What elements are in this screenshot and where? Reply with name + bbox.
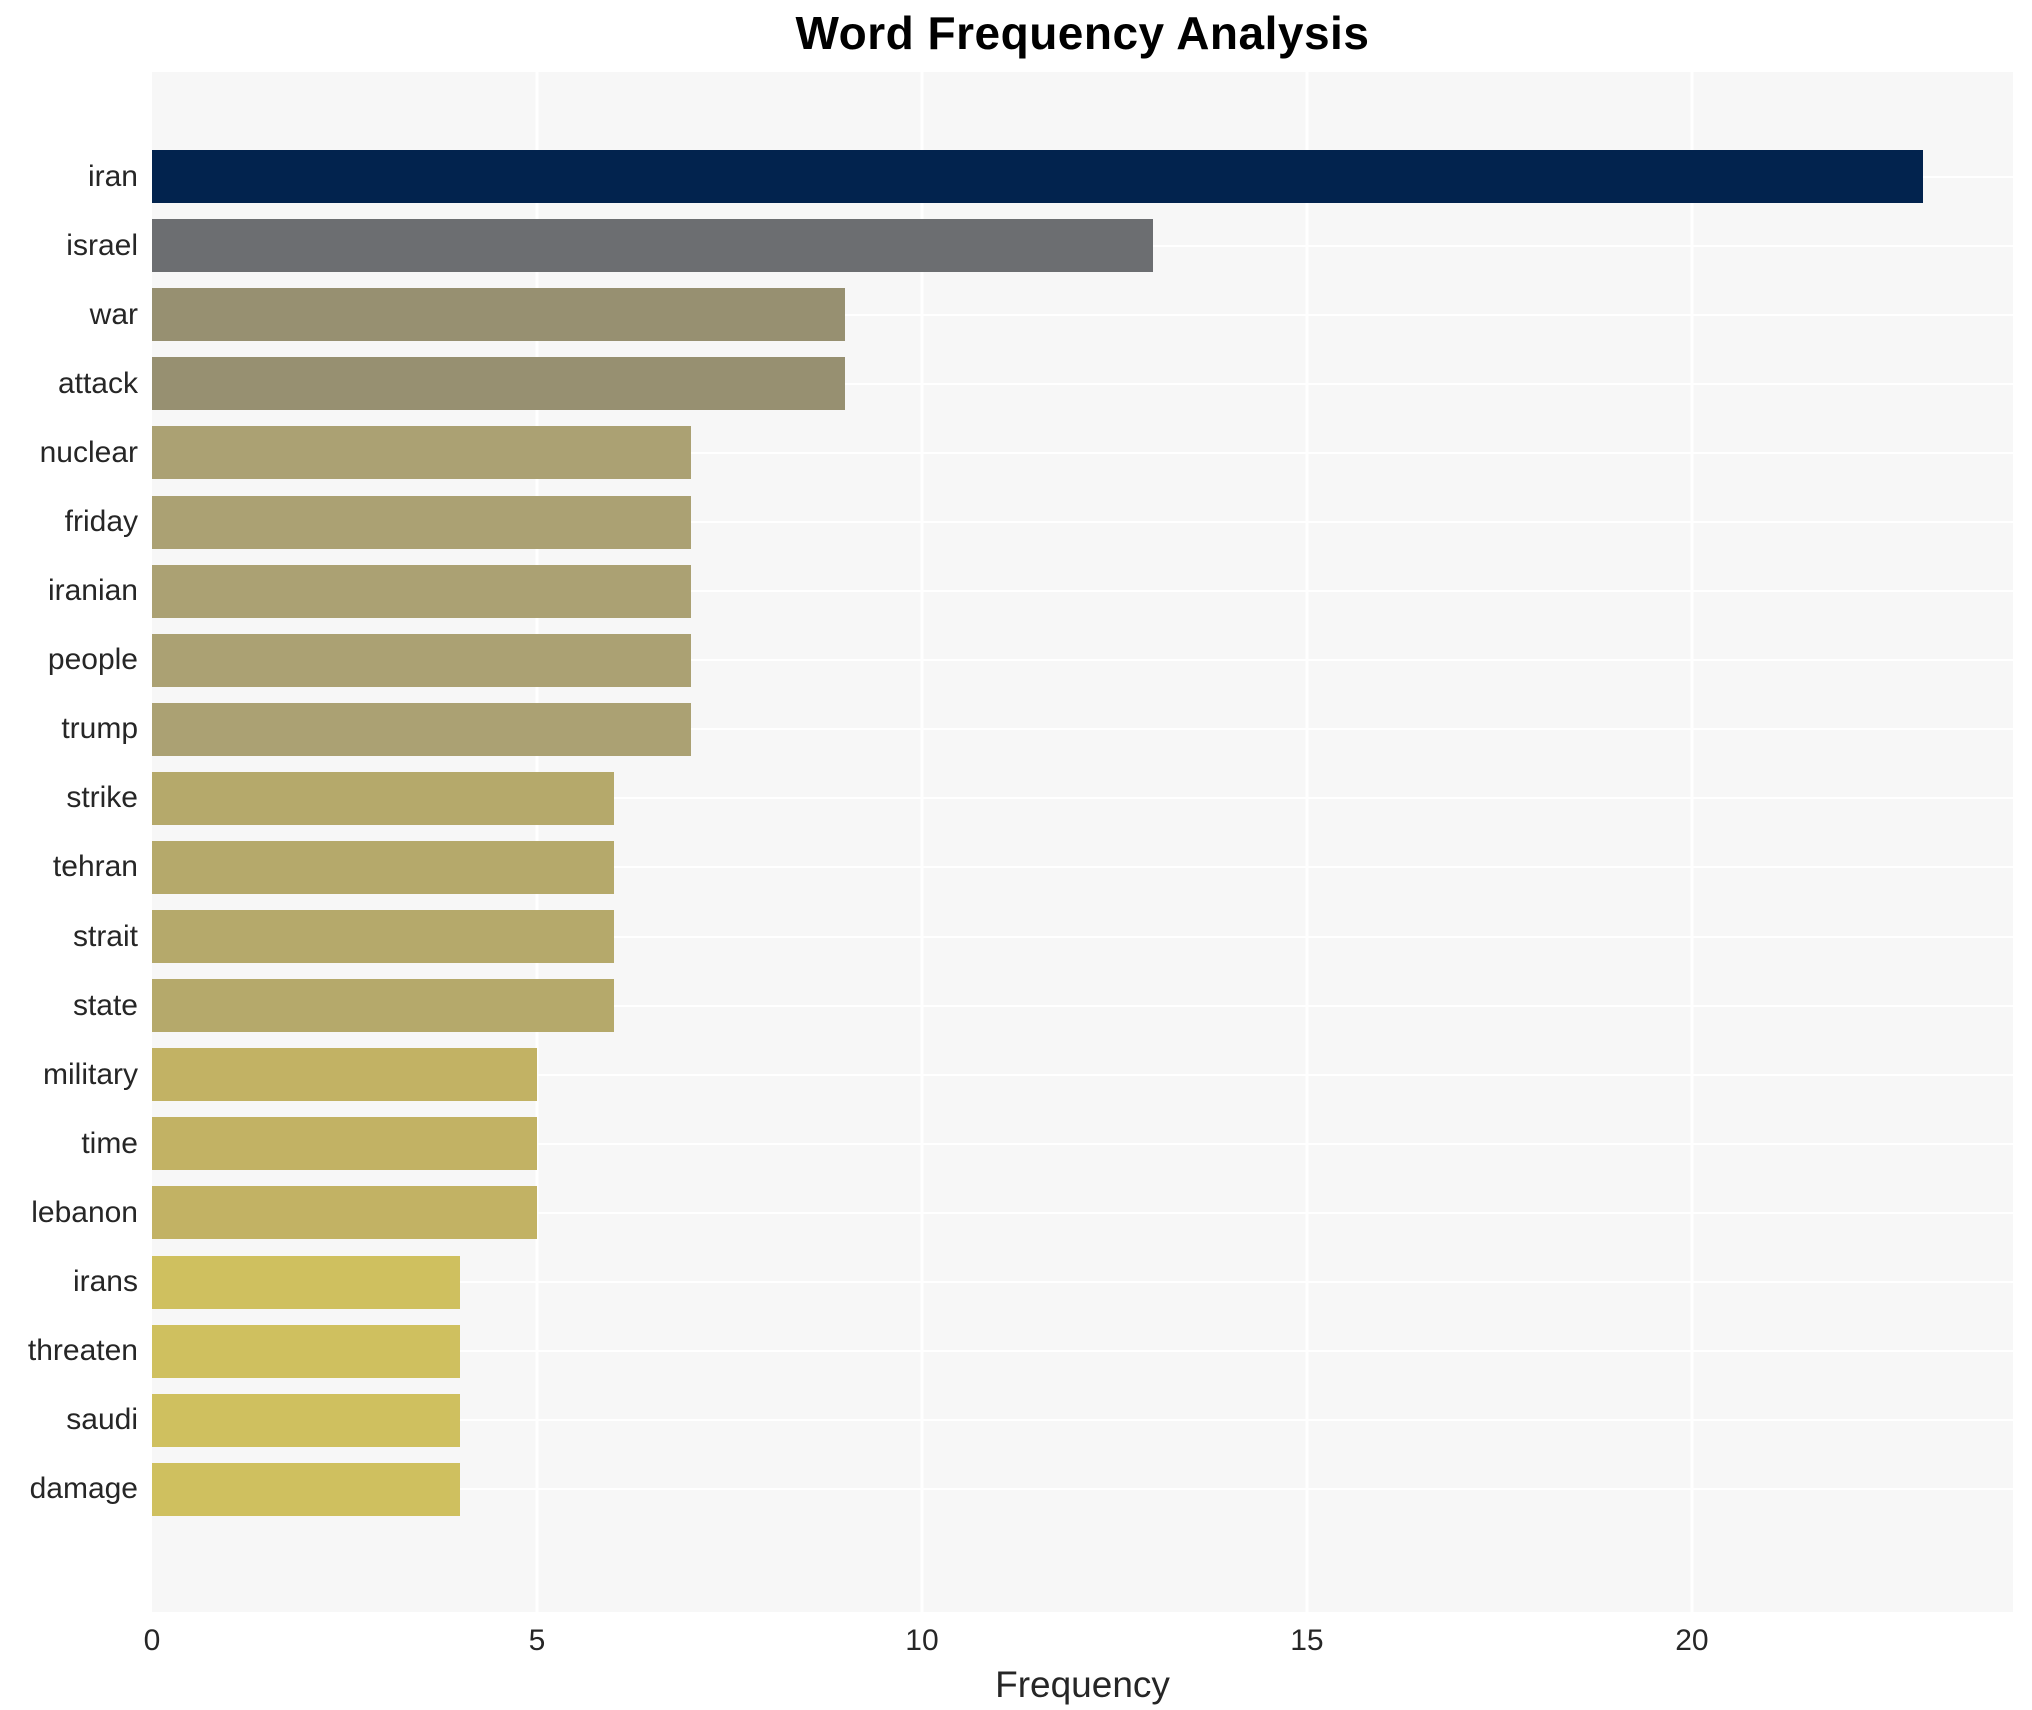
bar-row: friday — [65, 487, 2013, 556]
category-label: people — [47, 643, 138, 677]
x-tick-label: 20 — [1675, 1624, 1709, 1657]
frequency-bar — [152, 1462, 460, 1516]
frequency-bar — [152, 1393, 460, 1447]
bar-row: iranian — [48, 557, 2013, 626]
category-label: damage — [29, 1472, 138, 1506]
category-label: trump — [61, 712, 138, 746]
frequency-bar — [152, 1186, 537, 1240]
frequency-bar — [152, 150, 1923, 204]
x-tick-label: 10 — [905, 1624, 939, 1657]
category-label: state — [72, 988, 138, 1022]
frequency-bar — [152, 840, 614, 894]
category-label: iran — [87, 159, 138, 193]
bar-row: attack — [58, 349, 2013, 418]
frequency-bar — [152, 979, 614, 1033]
category-label: iranian — [47, 574, 138, 608]
category-label: military — [43, 1057, 138, 1091]
frequency-bar — [152, 702, 691, 756]
x-tick-label: 5 — [528, 1624, 546, 1657]
category-label: tehran — [52, 850, 138, 884]
category-label: strike — [66, 781, 138, 815]
frequency-bar — [152, 426, 691, 480]
bar-row: saudi — [66, 1386, 2013, 1455]
category-label: israel — [66, 228, 138, 262]
category-label: threaten — [27, 1334, 138, 1368]
bar-row: people — [48, 626, 2013, 695]
category-label: irans — [72, 1265, 138, 1299]
bar-row: damage — [30, 1455, 2013, 1524]
frequency-bar — [152, 771, 614, 825]
chart-title: Word Frequency Analysis — [795, 7, 1370, 59]
category-label: saudi — [66, 1403, 138, 1437]
x-tick-label: 0 — [143, 1624, 161, 1657]
bar-row: threaten — [28, 1317, 2013, 1386]
x-axis-label: Frequency — [995, 1664, 1170, 1705]
bar-row: iran — [88, 142, 2013, 211]
bar-row: nuclear — [40, 418, 2013, 487]
category-label: lebanon — [31, 1195, 138, 1229]
frequency-bar — [152, 495, 691, 549]
bar-row: israel — [66, 211, 2013, 280]
x-axis-ticks: 0 5 10 15 20 — [144, 1624, 2013, 1664]
bar-rows: iran israel war attack nuclear friday ir… — [28, 142, 2013, 1524]
bar-row: tehran — [53, 833, 2013, 902]
frequency-bar — [152, 288, 845, 342]
bar-row: trump — [61, 695, 2013, 764]
category-label: strait — [72, 919, 138, 953]
bar-row: strike — [66, 764, 2013, 833]
frequency-bar — [152, 357, 845, 411]
bar-row: military — [43, 1040, 2013, 1109]
frequency-bar — [152, 633, 691, 687]
bar-row: strait — [73, 902, 2013, 971]
frequency-bar — [152, 219, 1153, 273]
category-label: war — [89, 297, 138, 331]
category-label: attack — [57, 366, 138, 400]
bar-row: war — [90, 280, 2013, 349]
gridline-x-10 — [920, 72, 924, 1612]
frequency-bar — [152, 910, 614, 964]
frequency-bar — [152, 1117, 537, 1171]
gridline-x-15 — [1305, 72, 1309, 1612]
category-label: time — [81, 1126, 138, 1160]
frequency-bar — [152, 1255, 460, 1309]
bar-row: irans — [73, 1248, 2013, 1317]
category-label: friday — [64, 505, 138, 539]
category-label: nuclear — [39, 435, 138, 469]
gridline-x-20 — [1690, 72, 1694, 1612]
frequency-bar — [152, 564, 691, 618]
plot-area: iran israel war attack nuclear friday ir… — [28, 72, 2013, 1612]
frequency-bar — [152, 1324, 460, 1378]
frequency-bar — [152, 1048, 537, 1102]
bar-row: time — [81, 1109, 2013, 1178]
x-tick-label: 15 — [1290, 1624, 1324, 1657]
bar-row: lebanon — [31, 1178, 2013, 1247]
bar-row: state — [73, 971, 2013, 1040]
